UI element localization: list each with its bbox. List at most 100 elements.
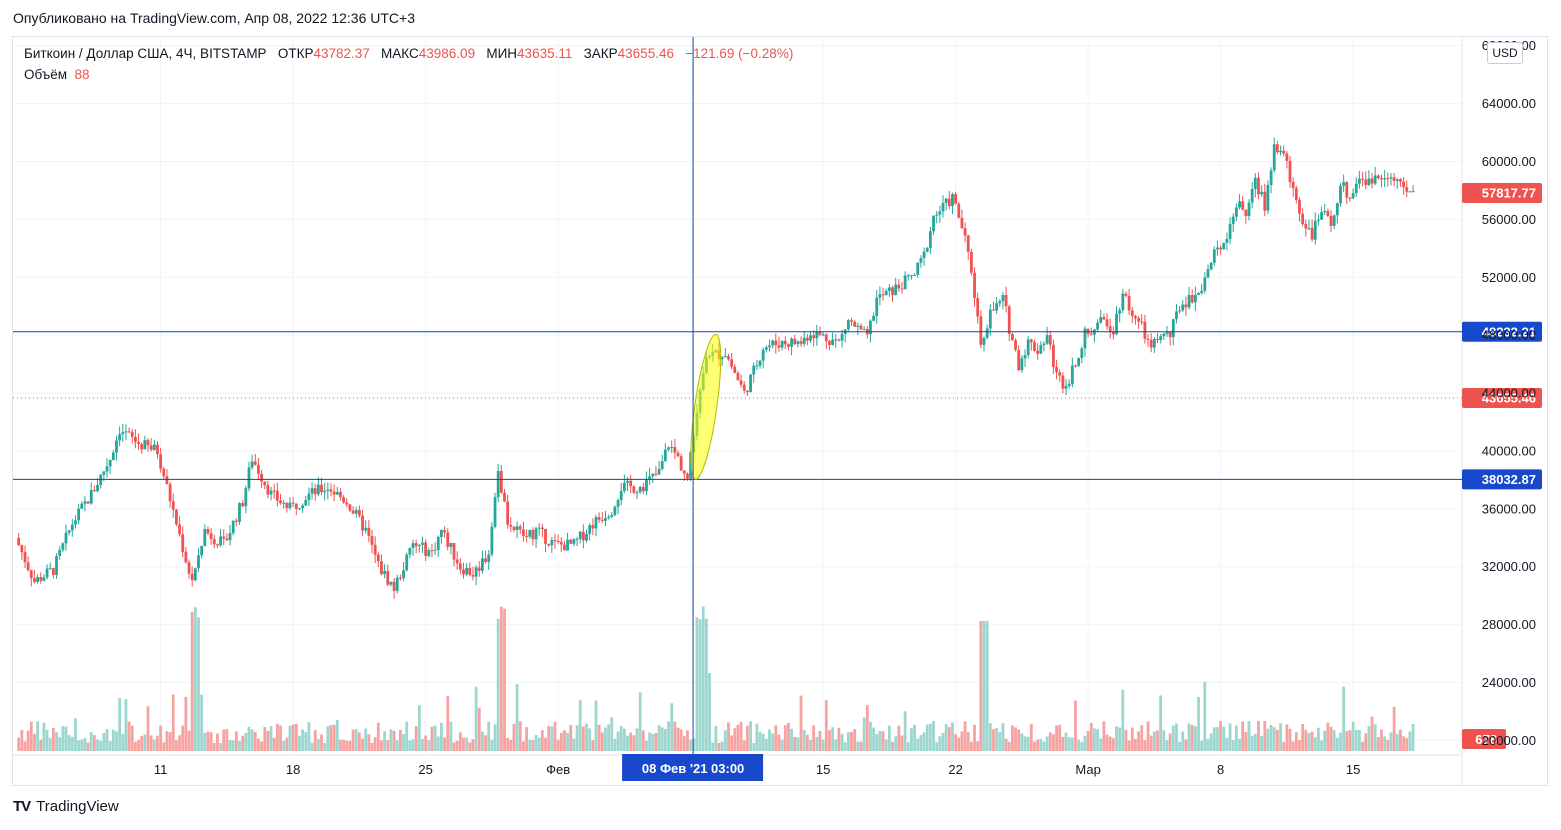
volume-bar <box>569 724 573 751</box>
candle-body <box>86 501 90 504</box>
volume-bar <box>869 721 872 751</box>
candle-body <box>301 505 304 509</box>
candle-body <box>367 527 371 536</box>
volume-bar <box>51 728 55 751</box>
candle-body <box>1118 310 1122 314</box>
y-tick-label: 56000.00 <box>1482 212 1536 227</box>
volume-bar <box>865 704 869 751</box>
volume-bar <box>534 734 538 751</box>
candle-body <box>755 365 759 367</box>
candle-body <box>550 540 554 546</box>
footer-brand[interactable]: TV TradingView <box>13 798 119 815</box>
volume-bar <box>840 733 844 751</box>
candle-body <box>1124 293 1128 296</box>
candle-body <box>345 502 349 505</box>
volume-bar <box>111 729 115 751</box>
candle-body <box>777 345 781 348</box>
candle-body <box>897 284 901 289</box>
volume-bar <box>1342 686 1346 751</box>
candle-body <box>1111 331 1115 335</box>
candle-body <box>1301 213 1305 225</box>
volume-bar <box>1373 724 1377 751</box>
candle-body <box>616 500 620 507</box>
volume-bar <box>818 730 822 751</box>
candle-body <box>622 482 626 492</box>
volume-bar <box>846 732 850 751</box>
candle-body <box>1383 178 1387 180</box>
volume-bar <box>525 727 528 751</box>
low-label: МИН <box>486 46 518 61</box>
candle-body <box>1187 295 1191 308</box>
volume-bar <box>1361 741 1364 751</box>
candle-body <box>503 492 506 502</box>
candle-body <box>376 554 380 562</box>
volume-bar <box>853 729 857 751</box>
candle-body <box>1045 335 1049 344</box>
volume-bar <box>1007 742 1011 751</box>
volume-bar <box>916 738 920 751</box>
volume-bar <box>310 742 314 751</box>
candle-body <box>1269 170 1273 185</box>
volume-bar <box>1187 723 1191 751</box>
candle-body <box>130 432 134 437</box>
currency-button[interactable]: USD <box>1487 42 1523 64</box>
volume-bar <box>348 740 352 751</box>
volume-label[interactable]: Объём <box>24 67 68 82</box>
volume-bar <box>1152 731 1156 751</box>
volume-bar <box>755 723 759 751</box>
candle-body <box>1298 199 1301 214</box>
candle-body <box>414 543 418 547</box>
volume-bar <box>329 725 333 751</box>
volume-bar <box>58 737 62 751</box>
volume-bar <box>503 608 506 751</box>
y-tick-label: 60000.00 <box>1482 154 1536 169</box>
candle-body <box>1175 311 1178 320</box>
candle-body <box>1137 318 1140 322</box>
volume-bar <box>1345 731 1349 751</box>
volume-bar <box>272 737 276 751</box>
volume-bar <box>941 732 945 751</box>
volume-bar <box>1294 732 1298 751</box>
candle-body <box>1055 367 1058 373</box>
candle-body <box>774 340 778 346</box>
volume-bar <box>452 742 456 751</box>
candle-body <box>89 490 93 504</box>
candle-body <box>1206 269 1210 278</box>
volume-bar <box>424 735 428 751</box>
volume-bar <box>654 732 658 751</box>
volume-bar <box>805 734 809 751</box>
symbol-title[interactable]: Биткоин / Доллар США, 4Ч, BITSTAMP <box>24 46 267 61</box>
volume-bar <box>793 736 797 751</box>
chart-frame[interactable] <box>12 36 1548 786</box>
volume-bar <box>1351 721 1355 751</box>
candle-body <box>216 544 219 546</box>
crosshair-date-label: 08 Фев '21 03:00 <box>642 761 744 776</box>
candle-body <box>1241 201 1245 210</box>
volume-bar <box>200 694 204 751</box>
candle-body <box>408 548 412 555</box>
volume-bar <box>588 728 592 751</box>
candle-body <box>960 217 964 229</box>
candle-body <box>1023 355 1027 359</box>
volume-bar <box>159 725 163 751</box>
volume-bar <box>162 742 166 751</box>
volume-bar <box>1209 733 1213 751</box>
volume-bar <box>269 726 273 751</box>
volume-bar <box>884 739 888 751</box>
candle-body <box>67 530 71 533</box>
candle-body <box>922 251 926 259</box>
volume-bar <box>1140 725 1144 751</box>
brand-name: TradingView <box>36 798 119 815</box>
volume-bar <box>301 729 304 751</box>
candle-body <box>815 331 819 339</box>
volume-bar <box>714 726 718 751</box>
volume-bar <box>1067 737 1071 751</box>
volume-bar <box>1313 737 1317 751</box>
volume-bar <box>1001 723 1005 751</box>
candle-body <box>193 568 197 581</box>
tradingview-logo-icon: TV <box>13 798 31 815</box>
candle-body <box>787 344 790 347</box>
candle-body <box>1149 339 1153 348</box>
volume-bar <box>1064 732 1068 751</box>
